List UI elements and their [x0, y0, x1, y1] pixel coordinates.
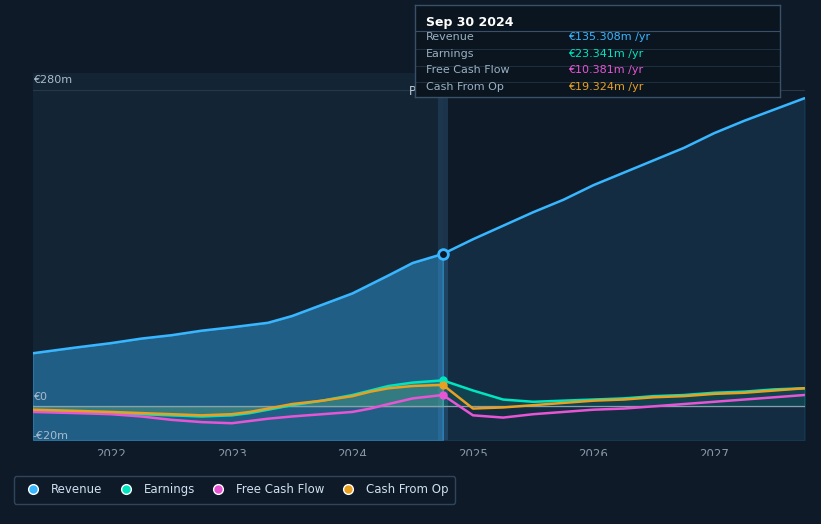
Text: Past: Past: [409, 85, 433, 97]
Text: Earnings: Earnings: [425, 49, 474, 59]
Text: €23.341m /yr: €23.341m /yr: [568, 49, 644, 59]
Text: Revenue: Revenue: [425, 32, 475, 42]
Bar: [438, 73, 447, 440]
Bar: [33, 73, 443, 440]
Legend: Revenue, Earnings, Free Cash Flow, Cash From Op: Revenue, Earnings, Free Cash Flow, Cash …: [14, 476, 456, 504]
Text: Free Cash Flow: Free Cash Flow: [425, 66, 509, 75]
Text: €135.308m /yr: €135.308m /yr: [568, 32, 650, 42]
Text: €0: €0: [33, 392, 47, 402]
Text: €280m: €280m: [33, 74, 72, 85]
Text: Sep 30 2024: Sep 30 2024: [425, 16, 513, 29]
Text: €19.324m /yr: €19.324m /yr: [568, 82, 644, 92]
Bar: [443, 73, 805, 440]
Text: €10.381m /yr: €10.381m /yr: [568, 66, 643, 75]
Text: Analysts Forecasts: Analysts Forecasts: [452, 85, 562, 97]
Text: -€20m: -€20m: [33, 431, 69, 441]
Text: Cash From Op: Cash From Op: [425, 82, 503, 92]
